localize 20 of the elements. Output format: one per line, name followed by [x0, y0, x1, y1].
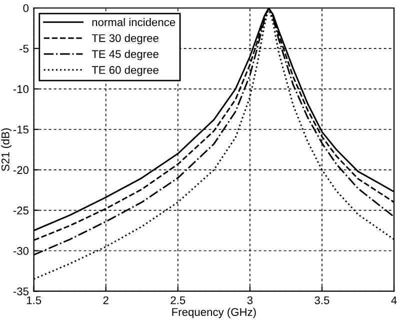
x-tick-label: 1.5 [26, 296, 42, 304]
y-tick-label: -35 [13, 287, 29, 296]
x-tick-label: 2.5 [170, 296, 186, 304]
y-tick-label: -15 [13, 126, 29, 134]
x-tick-label: 3.5 [314, 296, 330, 304]
y-tick-label: -25 [13, 206, 29, 214]
legend-label: TE 45 degree [92, 50, 158, 60]
x-tick-label: 2 [103, 296, 108, 304]
legend-label: TE 30 degree [92, 34, 158, 44]
y-tick-label: -10 [13, 85, 29, 94]
x-tick-label: 4 [391, 296, 397, 304]
legend-label: TE 60 degree [92, 66, 158, 76]
y-axis-title: S21 (dB) [1, 128, 12, 172]
y-tick-label: -30 [13, 247, 29, 255]
y-tick-label: -5 [20, 44, 29, 53]
legend-label: normal incidence [92, 18, 176, 26]
x-axis-title: Frequency (GHz) [172, 308, 256, 318]
y-tick-label: 0 [23, 4, 29, 12]
x-tick-label: 3 [247, 296, 253, 304]
y-tick-label: -20 [13, 166, 29, 174]
